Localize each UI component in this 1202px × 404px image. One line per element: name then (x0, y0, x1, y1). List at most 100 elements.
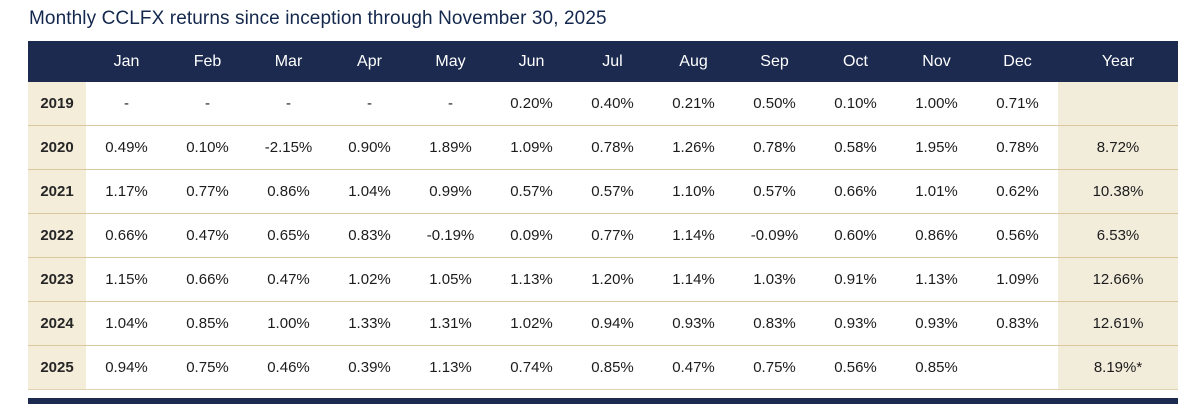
year-total-cell: 8.72% (1058, 125, 1178, 170)
year-total-cell: 8.19%* (1058, 345, 1178, 390)
returns-table-body: 2019- - - - -0.20% 0.40% 0.21% 0.50% 0.10% 1.00% 0… (28, 82, 1178, 390)
table-bottom-bar (28, 398, 1178, 404)
row-year-label: 2023 (28, 257, 86, 302)
return-cell: 1.03% (734, 257, 815, 302)
return-cell: 0.57% (491, 169, 572, 214)
return-cell: 0.91% (815, 257, 896, 302)
return-cell: 0.65% (248, 213, 329, 258)
return-cell: 0.75% (167, 345, 248, 390)
return-cell: -2.15% (248, 125, 329, 170)
return-cell: 0.93% (896, 301, 977, 346)
return-cell: 1.02% (491, 301, 572, 346)
table-row: 2019- - - - -0.20% 0.40% 0.21% 0.50% 0.10% 1.00% 0… (28, 82, 1178, 126)
return-cell: 0.49% (86, 125, 167, 170)
row-year-label: 2020 (28, 125, 86, 170)
return-cell: 0.90% (329, 125, 410, 170)
return-cell: 0.83% (734, 301, 815, 346)
content-wrap: Monthly CCLFX returns since inception th… (28, 8, 1178, 390)
return-cell: 0.74% (491, 345, 572, 390)
return-cell: - (329, 82, 410, 126)
return-cell: 1.31% (410, 301, 491, 346)
return-cell: 1.20% (572, 257, 653, 302)
year-total-cell: 12.61% (1058, 301, 1178, 346)
table-row: 2022 0.66% 0.47% 0.65% 0.83% -0.19% 0.09% 0.77%… (28, 213, 1178, 258)
year-total-cell: 10.38% (1058, 169, 1178, 214)
table-row: 2021 1.17% 0.77% 0.86% 1.04% 0.99% 0.57% 0.57% 1… (28, 169, 1178, 214)
return-cell: 0.47% (167, 213, 248, 258)
return-cell: 0.62% (977, 169, 1058, 214)
year-total-cell (1058, 82, 1178, 126)
return-cell: 0.93% (815, 301, 896, 346)
return-cell: 0.47% (248, 257, 329, 302)
return-cell: 1.15% (86, 257, 167, 302)
return-cell: 1.26% (653, 125, 734, 170)
return-cell (977, 345, 1058, 390)
return-cell: 0.66% (86, 213, 167, 258)
page-title: Monthly CCLFX returns since inception th… (29, 8, 607, 29)
header-cell-empty (28, 41, 86, 82)
header-cell: Jun (491, 41, 572, 82)
return-cell: -0.19% (410, 213, 491, 258)
returns-table: Jan Feb Mar Apr May Jun Jul Aug Sep Oct Nov Dec Year… (28, 41, 1178, 390)
header-cell: Dec (977, 41, 1058, 82)
return-cell: 0.83% (329, 213, 410, 258)
year-total-cell: 12.66% (1058, 257, 1178, 302)
return-cell: 1.04% (86, 301, 167, 346)
return-cell: 0.94% (86, 345, 167, 390)
return-cell: 1.01% (896, 169, 977, 214)
return-cell: 0.75% (734, 345, 815, 390)
header-cell: May (410, 41, 491, 82)
return-cell: 1.14% (653, 257, 734, 302)
row-year-label: 2019 (28, 82, 86, 126)
return-cell: 0.57% (734, 169, 815, 214)
return-cell: 0.93% (653, 301, 734, 346)
return-cell: 1.05% (410, 257, 491, 302)
return-cell: 0.47% (653, 345, 734, 390)
return-cell: 0.77% (167, 169, 248, 214)
header-cell: Mar (248, 41, 329, 82)
return-cell: 1.13% (410, 345, 491, 390)
return-cell: 0.78% (572, 125, 653, 170)
return-cell: 0.77% (572, 213, 653, 258)
row-year-label: 2021 (28, 169, 86, 214)
return-cell: 0.10% (815, 82, 896, 126)
return-cell: - (248, 82, 329, 126)
return-cell: 1.00% (896, 82, 977, 126)
row-year-label: 2025 (28, 345, 86, 390)
return-cell: 0.09% (491, 213, 572, 258)
return-cell: 0.60% (815, 213, 896, 258)
return-cell: 0.20% (491, 82, 572, 126)
return-cell: 0.66% (167, 257, 248, 302)
return-cell: - (86, 82, 167, 126)
return-cell: 1.14% (653, 213, 734, 258)
return-cell: 0.40% (572, 82, 653, 126)
return-cell: 0.56% (815, 345, 896, 390)
return-cell: 0.21% (653, 82, 734, 126)
return-cell: 0.78% (734, 125, 815, 170)
return-cell: 0.56% (977, 213, 1058, 258)
return-cell: 0.57% (572, 169, 653, 214)
header-cell: Jul (572, 41, 653, 82)
return-cell: - (167, 82, 248, 126)
return-cell: 0.66% (815, 169, 896, 214)
return-cell: 0.71% (977, 82, 1058, 126)
return-cell: 0.46% (248, 345, 329, 390)
return-cell: 0.78% (977, 125, 1058, 170)
return-cell: 1.95% (896, 125, 977, 170)
return-cell: 1.13% (491, 257, 572, 302)
table-row: 2020 0.49% 0.10% -2.15% 0.90% 1.89% 1.09% 0.78%… (28, 125, 1178, 170)
table-row: 2025 0.94% 0.75% 0.46% 0.39% 1.13% 0.74% 0.85% 0… (28, 345, 1178, 390)
return-cell: 0.85% (167, 301, 248, 346)
row-year-label: 2022 (28, 213, 86, 258)
return-cell: 1.13% (896, 257, 977, 302)
table-row: 2023 1.15% 0.66% 0.47% 1.02% 1.05% 1.13% 1.20% 1… (28, 257, 1178, 302)
year-total-cell: 6.53% (1058, 213, 1178, 258)
return-cell: 0.85% (896, 345, 977, 390)
row-year-label: 2024 (28, 301, 86, 346)
return-cell: 0.86% (896, 213, 977, 258)
header-cell: Sep (734, 41, 815, 82)
return-cell: 0.85% (572, 345, 653, 390)
table-row: 2024 1.04% 0.85% 1.00% 1.33% 1.31% 1.02% 0.94% 0… (28, 301, 1178, 346)
header-cell: Apr (329, 41, 410, 82)
